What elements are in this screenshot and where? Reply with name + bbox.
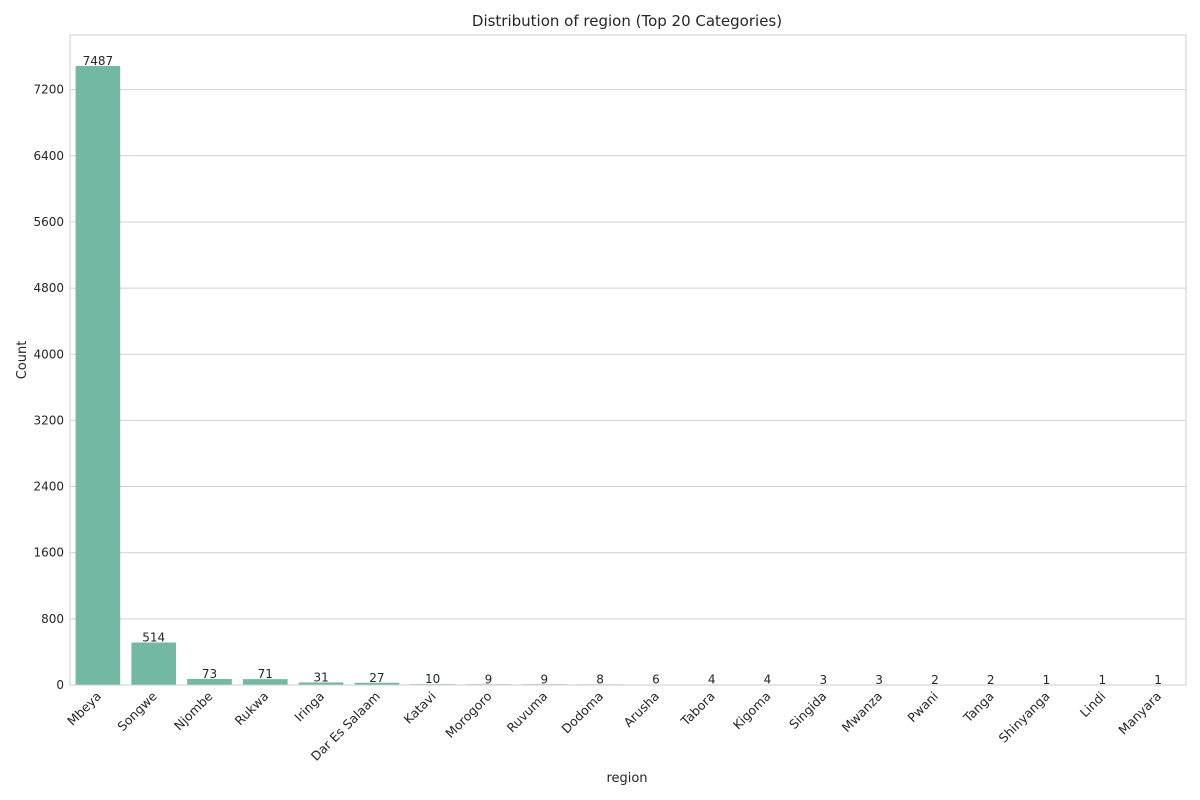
gridlines xyxy=(70,89,1186,620)
y-tick-label: 3200 xyxy=(33,413,64,427)
y-tick-label: 6400 xyxy=(33,149,64,163)
bar-value-label: 9 xyxy=(485,672,493,686)
y-tick-label: 0 xyxy=(56,678,64,692)
y-tick-label: 4000 xyxy=(33,347,64,361)
bar-value-label: 1 xyxy=(1098,673,1106,687)
value-labels: 7487 514 73 71 31 27 10 9 9 8 6 4 4 3 3 2 2 1 1 1 xyxy=(83,54,1162,687)
bar xyxy=(354,682,400,685)
bar-value-label: 1 xyxy=(1043,673,1051,687)
x-tick-label: Rukwa xyxy=(232,689,272,729)
x-tick-label: Tabora xyxy=(677,689,718,730)
bar xyxy=(298,682,344,685)
bar-value-label: 514 xyxy=(142,630,165,644)
x-tick-label: Songwe xyxy=(114,688,160,734)
x-tick-label: Mwanza xyxy=(839,689,886,736)
bar xyxy=(187,678,232,685)
bar-value-label: 8 xyxy=(596,672,604,686)
x-tick-label: Lindi xyxy=(1077,689,1109,721)
y-tick-label: 5600 xyxy=(33,215,64,229)
y-tick-label: 4800 xyxy=(33,281,64,295)
bar-value-label: 4 xyxy=(764,673,772,687)
bar xyxy=(131,642,177,685)
x-axis-title: region xyxy=(606,771,647,786)
bar xyxy=(242,679,288,685)
x-tick-label: Katavi xyxy=(401,689,439,727)
plot-frame xyxy=(69,34,1187,686)
y-tick-label: 800 xyxy=(41,612,64,626)
y-tick-label: 7200 xyxy=(33,83,64,97)
x-tick-label: Arusha xyxy=(621,689,663,731)
bar-value-label: 3 xyxy=(819,673,827,687)
x-tick-label: Manyara xyxy=(1115,689,1164,738)
x-tick-label: Dodoma xyxy=(558,689,606,737)
y-axis-ticks: 0 800 1600 2400 3200 4000 4800 5600 6400 7200 xyxy=(33,83,64,692)
x-tick-label: Singida xyxy=(786,689,829,732)
x-tick-label: Iringa xyxy=(291,689,327,725)
bar-value-label: 7487 xyxy=(83,54,114,68)
x-tick-label: Pwani xyxy=(904,689,941,726)
y-tick-label: 1600 xyxy=(33,546,64,560)
bar-value-label: 2 xyxy=(987,673,995,687)
bar xyxy=(75,65,121,686)
x-tick-label: Kigoma xyxy=(730,689,774,733)
y-axis-title: Count xyxy=(15,341,30,380)
bar-value-label: 10 xyxy=(425,672,440,686)
x-tick-label: Tanga xyxy=(960,689,997,726)
bars xyxy=(75,65,1181,686)
bar-value-label: 9 xyxy=(540,672,548,686)
x-tick-label: Morogoro xyxy=(442,689,494,741)
x-tick-label: Njombe xyxy=(171,688,216,733)
x-tick-label: Mbeya xyxy=(64,689,104,729)
bar-value-label: 4 xyxy=(708,673,716,687)
bar-value-label: 3 xyxy=(875,673,883,687)
x-tick-label: Ruvuma xyxy=(504,689,551,736)
x-tick-label: Shinyanga xyxy=(995,689,1052,746)
bar-value-label: 31 xyxy=(313,670,328,684)
chart-title: Distribution of region (Top 20 Categorie… xyxy=(472,12,782,30)
bar-value-label: 1 xyxy=(1154,673,1162,687)
bar-value-label: 73 xyxy=(202,667,217,681)
y-tick-label: 2400 xyxy=(33,480,64,494)
bar-value-label: 27 xyxy=(369,671,384,685)
bar-value-label: 71 xyxy=(258,667,273,681)
bar-value-label: 2 xyxy=(931,673,939,687)
bar-value-label: 6 xyxy=(652,673,660,687)
